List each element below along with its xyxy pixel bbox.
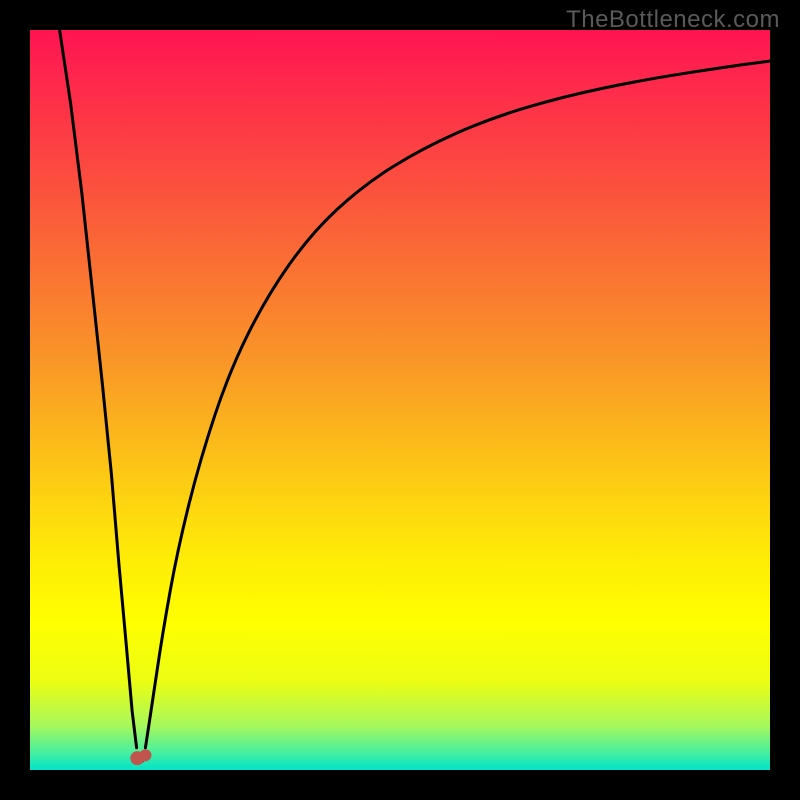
chart-frame: TheBottleneck.com <box>0 0 800 800</box>
curve-left-branch <box>60 30 137 748</box>
bottleneck-curve <box>30 30 770 770</box>
watermark-text: TheBottleneck.com <box>566 6 780 34</box>
minimum-marker <box>130 749 151 765</box>
plot-area <box>30 30 770 770</box>
curve-right-branch <box>145 61 770 748</box>
